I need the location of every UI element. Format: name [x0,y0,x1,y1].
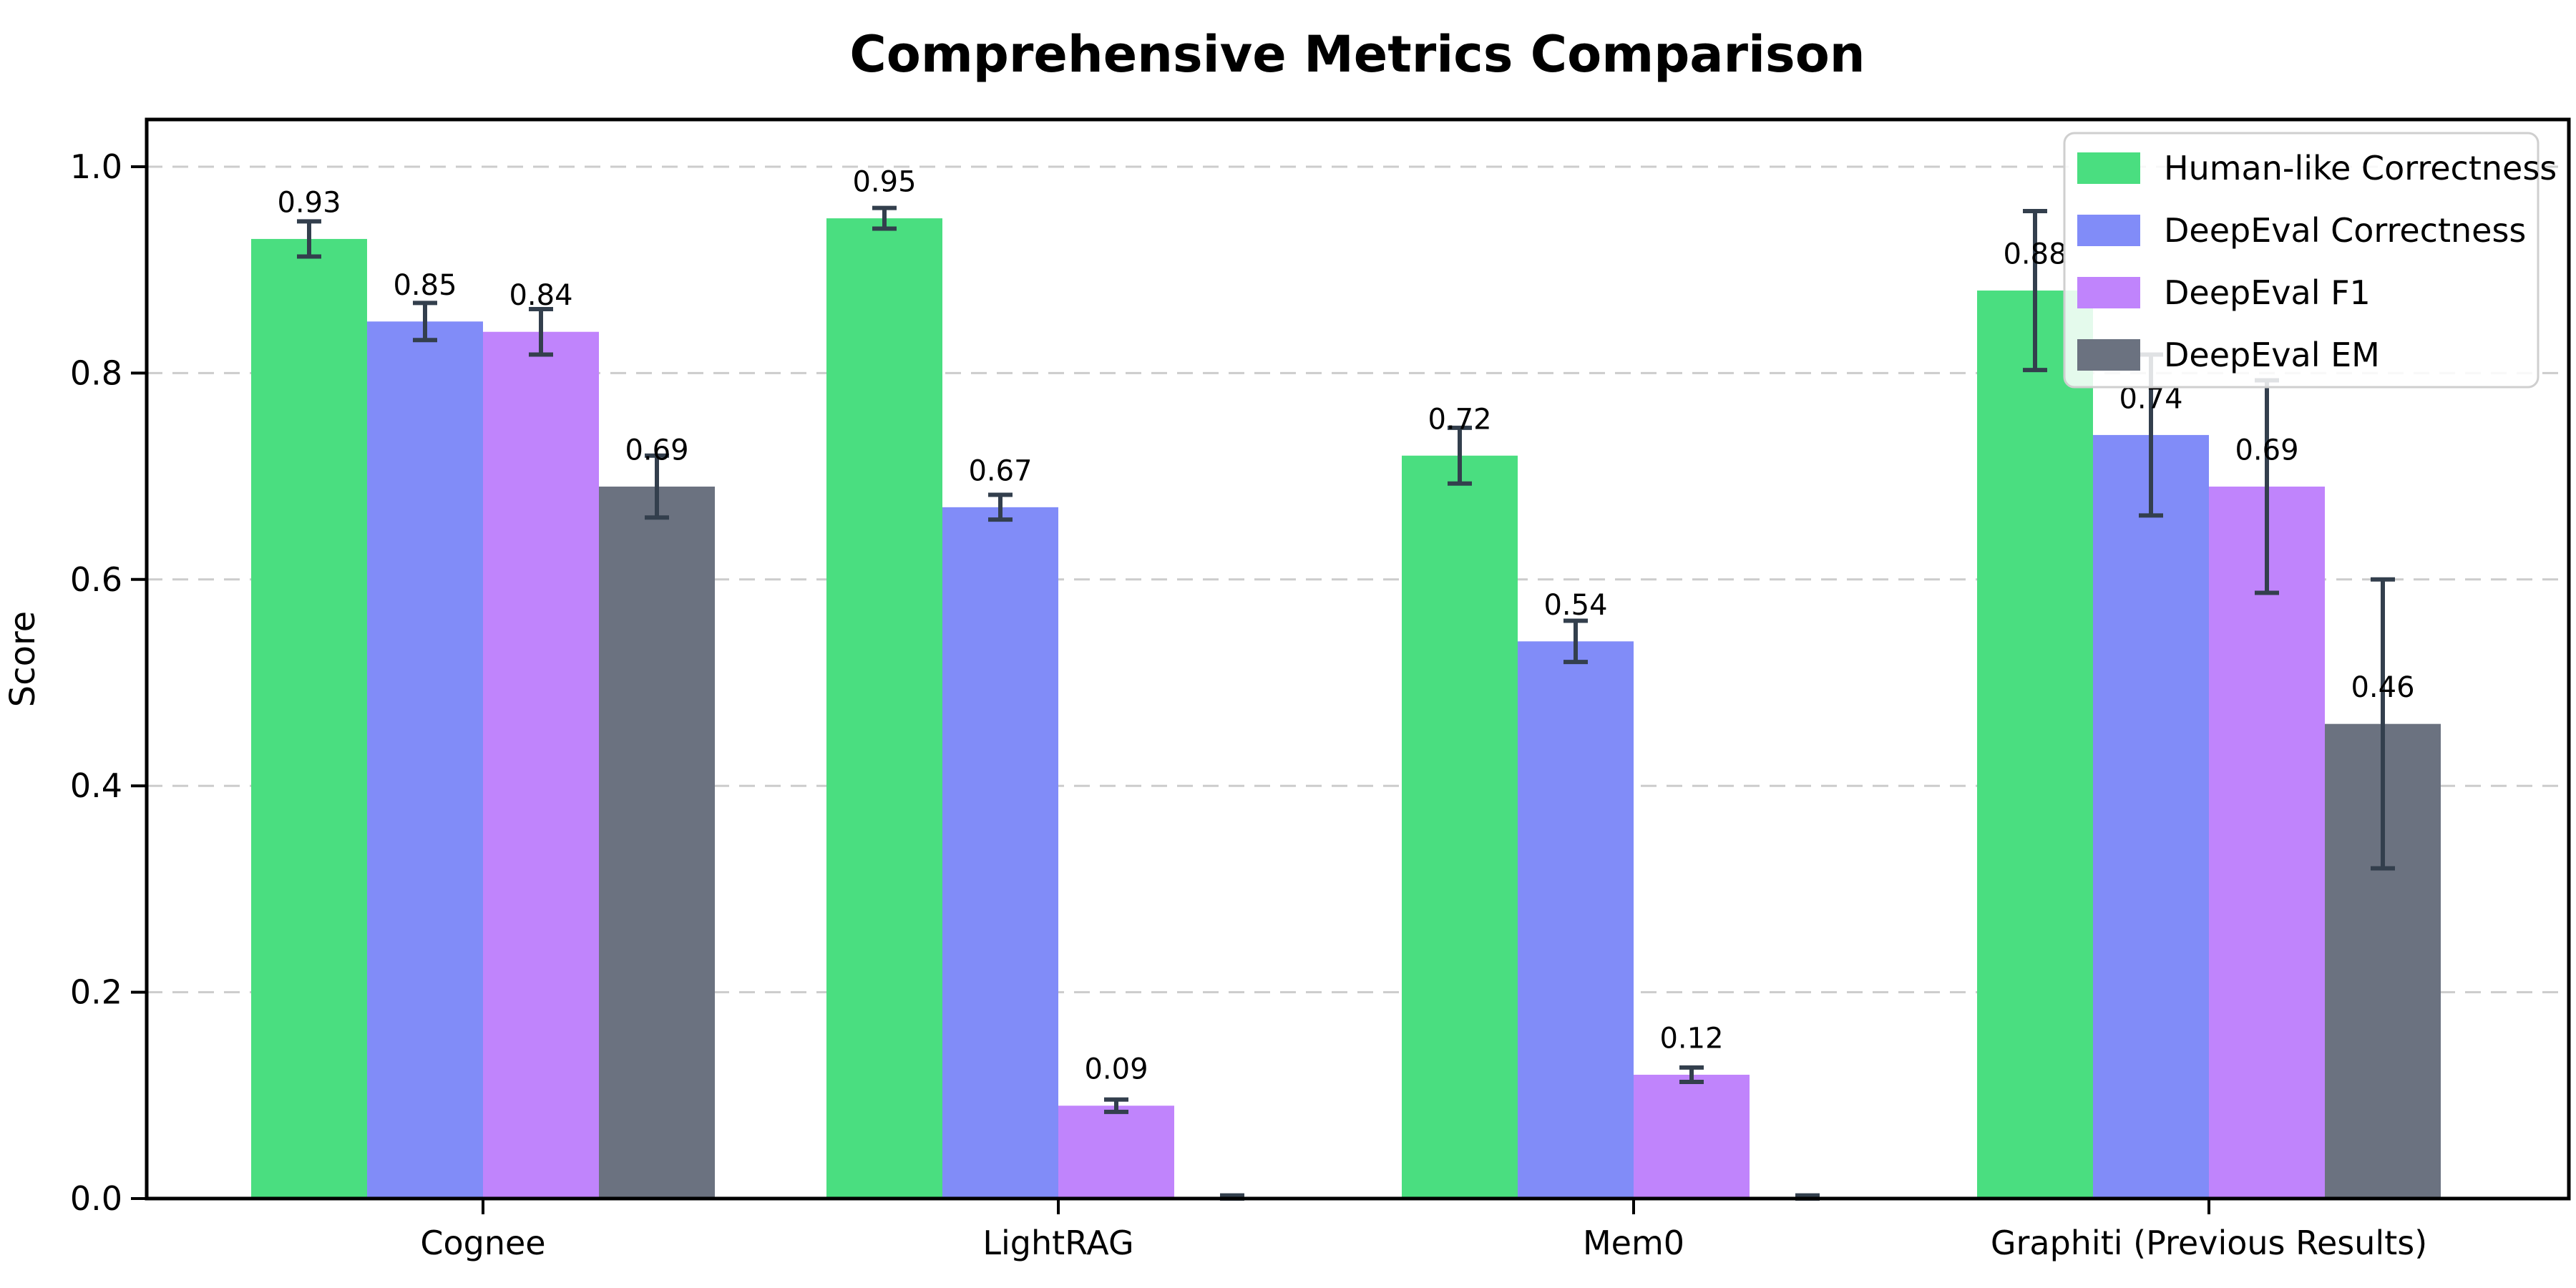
error-bar-cognee-deepeval-em [645,453,669,520]
bar-mem0-deepeval-correctness [1518,641,1634,1199]
error-bar-mem0-deepeval-f1 [1679,1065,1704,1085]
legend-swatch-deepeval-f1 [2077,277,2140,308]
bar-value-label: 0.69 [2235,434,2298,467]
legend-label-deepeval-em: DeepEval EM [2164,336,2380,374]
legend-box [2063,132,2540,389]
bar-lightrag-deepeval-f1 [1058,1106,1174,1199]
bar-value-label: 0.54 [1543,589,1607,622]
bar-value-label: 0.72 [1428,403,1491,436]
bar-value-label: 0.69 [625,434,688,467]
error-bar-mem0-deepeval-correctness [1563,618,1588,665]
legend-label-deepeval-correctness: DeepEval Correctness [2164,211,2526,250]
bar-graphiti-previous-results-deepeval-f1 [2209,487,2325,1199]
x-axis: Cognee LightRAG Mem0 Graphiti (Previous Res… [420,1199,2427,1262]
chart-title: Comprehensive Metrics Comparison [849,25,1865,84]
x-tick-label-cognee: Cognee [420,1224,545,1262]
bar-graphiti-previous-results-human-like-correctness [1977,291,2093,1199]
legend-swatch-deepeval-correctness [2077,215,2140,246]
bar-value-label: 0.85 [393,269,457,302]
bar-cognee-deepeval-correctness [367,321,483,1199]
error-bar-lightrag-deepeval-correctness [988,492,1013,522]
error-bar-graphiti-previous-results-deepeval-em [2371,577,2395,871]
bar-value-label: 0.88 [2003,238,2067,271]
bar-value-label: 0.09 [1084,1053,1148,1086]
x-tick-label-mem0: Mem0 [1583,1224,1684,1262]
error-bar-cognee-deepeval-f1 [529,306,553,357]
x-tick-label-lightrag: LightRAG [982,1224,1133,1262]
bars [251,218,2441,1199]
bar-value-label: 0.95 [852,166,916,199]
legend: Human-like Correctness DeepEval Correctne… [2063,132,2557,389]
bar-value-labels: 0.93 0.85 0.84 0.69 0.95 0.67 0.09 0.72 0.54 0.12… [277,166,2414,1086]
y-tick-label: 0.0 [70,1179,122,1218]
bar-cognee-deepeval-f1 [483,331,599,1199]
legend-swatch-human-like-correctness [2077,152,2140,184]
bar-value-label: 0.67 [968,454,1032,487]
y-tick-label: 1.0 [70,147,122,186]
error-bar-mem0-human-like-correctness [1448,425,1472,486]
y-axis: 0.0 0.2 0.4 0.6 0.8 1.0 [70,147,147,1218]
error-bar-cognee-human-like-correctness [297,219,321,259]
y-tick-label: 0.8 [70,353,122,392]
bar-cognee-human-like-correctness [251,238,367,1199]
legend-label-deepeval-f1: DeepEval F1 [2164,273,2371,312]
legend-swatch-deepeval-em [2077,339,2140,371]
bar-mem0-deepeval-f1 [1634,1074,1750,1199]
error-bars [297,205,2395,1201]
y-tick-label: 0.2 [70,973,122,1012]
bar-cognee-deepeval-em [599,487,715,1199]
legend-label-human-like-correctness: Human-like Correctness [2164,149,2557,187]
bar-value-label: 0.46 [2351,671,2414,704]
plot-frame [145,117,2571,1201]
bar-graphiti-previous-results-deepeval-correctness [2093,434,2209,1199]
bar-value-label: 0.93 [277,186,341,219]
x-tick-label-graphiti-previous-results: Graphiti (Previous Results) [1991,1224,2427,1262]
bar-value-label: 0.12 [1659,1022,1723,1055]
bar-lightrag-human-like-correctness [826,218,942,1199]
error-bar-graphiti-previous-results-human-like-correctness [2023,209,2047,373]
bar-lightrag-deepeval-correctness [942,507,1058,1199]
error-bar-cognee-deepeval-correctness [413,301,437,343]
bar-value-label: 0.84 [509,279,572,312]
bar-mem0-human-like-correctness [1402,455,1518,1199]
y-tick-label: 0.4 [70,766,122,805]
error-bar-lightrag-human-like-correctness [872,205,897,231]
y-axis-label: Score [3,611,43,707]
y-tick-label: 0.6 [70,560,122,599]
error-bar-lightrag-deepeval-f1 [1104,1097,1128,1114]
